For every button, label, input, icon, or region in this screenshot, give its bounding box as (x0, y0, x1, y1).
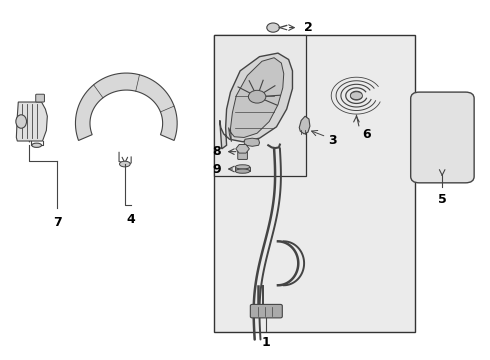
Polygon shape (220, 53, 293, 149)
Text: 6: 6 (362, 127, 371, 140)
Ellipse shape (120, 161, 130, 167)
FancyBboxPatch shape (250, 305, 282, 318)
Ellipse shape (32, 143, 42, 147)
FancyBboxPatch shape (238, 151, 247, 159)
Polygon shape (16, 102, 48, 141)
Text: 2: 2 (304, 21, 313, 34)
Ellipse shape (235, 169, 250, 173)
Polygon shape (299, 116, 310, 134)
Ellipse shape (235, 165, 250, 169)
FancyBboxPatch shape (411, 92, 474, 183)
Bar (214, 35, 415, 332)
Text: 3: 3 (328, 134, 337, 147)
Text: 5: 5 (438, 193, 446, 207)
FancyBboxPatch shape (235, 167, 250, 171)
Text: 7: 7 (52, 216, 61, 229)
Polygon shape (228, 58, 284, 142)
Polygon shape (244, 138, 260, 146)
Bar (214, 35, 306, 176)
Text: 4: 4 (127, 213, 136, 226)
FancyBboxPatch shape (36, 94, 45, 102)
Circle shape (267, 23, 279, 32)
Text: 8: 8 (212, 145, 221, 158)
Ellipse shape (350, 92, 363, 100)
Ellipse shape (16, 115, 26, 128)
Polygon shape (75, 73, 177, 140)
Circle shape (248, 90, 266, 103)
Text: 1: 1 (262, 336, 270, 349)
Text: 9: 9 (212, 162, 221, 176)
